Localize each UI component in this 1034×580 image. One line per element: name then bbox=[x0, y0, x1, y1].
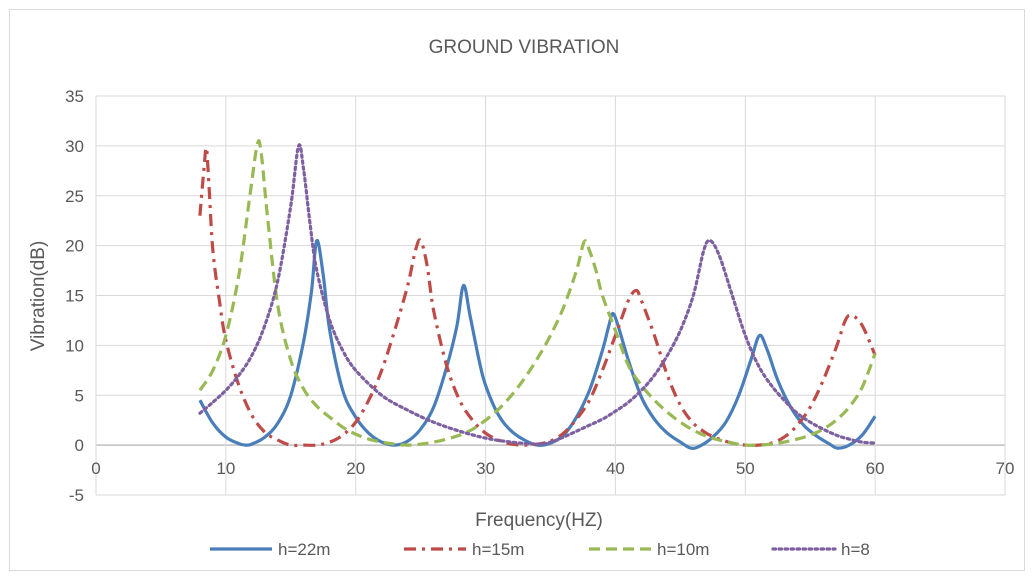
x-tick-label-6: 60 bbox=[866, 459, 885, 478]
x-tick-label-0: 0 bbox=[91, 459, 100, 478]
legend-label-1: h=15m bbox=[472, 540, 524, 559]
y-tick-label-3: 10 bbox=[65, 336, 84, 355]
y-tick-label-2: 5 bbox=[75, 386, 84, 405]
y-tick-label-1: 0 bbox=[75, 436, 84, 455]
series-line-1 bbox=[198, 146, 877, 448]
legend-label-0: h=22m bbox=[278, 540, 330, 559]
series-line-3 bbox=[198, 143, 877, 446]
x-tick-label-5: 50 bbox=[736, 459, 755, 478]
legend-label-3: h=8 bbox=[841, 540, 870, 559]
series-line-2 bbox=[198, 139, 877, 447]
legend-label-2: h=10m bbox=[657, 540, 709, 559]
x-tick-label-7: 70 bbox=[996, 459, 1015, 478]
x-tick-label-3: 30 bbox=[476, 459, 495, 478]
y-tick-label-8: 35 bbox=[65, 87, 84, 106]
y-tick-label-5: 20 bbox=[65, 237, 84, 256]
y-tick-label-4: 15 bbox=[65, 287, 84, 306]
chart-title: GROUND VIBRATION bbox=[429, 37, 620, 58]
y-tick-label-6: 25 bbox=[65, 187, 84, 206]
x-tick-label-4: 40 bbox=[606, 459, 625, 478]
x-axis-title: Frequency(HZ) bbox=[475, 510, 603, 531]
chart-border bbox=[9, 9, 1025, 571]
y-tick-label-7: 30 bbox=[65, 137, 84, 156]
y-tick-label-0: -5 bbox=[69, 486, 84, 505]
x-tick-label-2: 20 bbox=[346, 459, 365, 478]
y-axis-title: Vibration(dB) bbox=[28, 241, 49, 352]
tick-labels: -5 0 5 10 15 20 25 30 35 0 10 20 30 40 50 60 70 bbox=[65, 87, 1014, 505]
legend: h=22m h=15m h=10m h=8 bbox=[210, 540, 870, 559]
series-layer bbox=[198, 139, 877, 450]
x-tick-label-1: 10 bbox=[216, 459, 235, 478]
